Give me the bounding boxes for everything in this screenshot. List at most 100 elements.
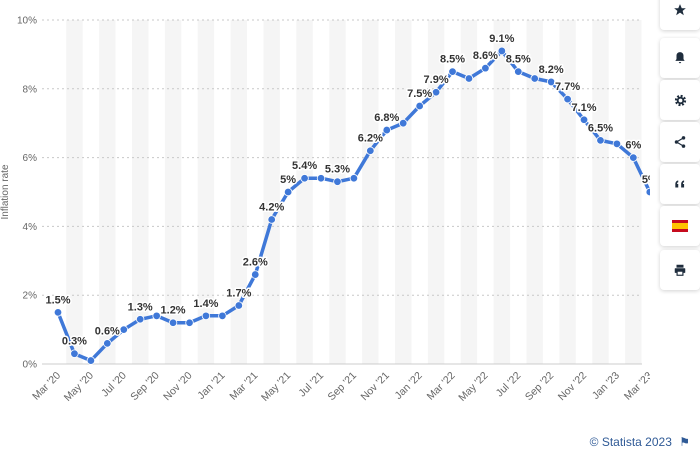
x-tick-label: May '20 xyxy=(62,370,96,404)
data-point xyxy=(366,146,375,155)
share-icon[interactable] xyxy=(660,122,700,162)
data-label: 7.9% xyxy=(424,74,449,86)
column-band xyxy=(362,20,379,364)
data-point xyxy=(201,311,211,321)
data-label-halo: 5% xyxy=(280,174,296,186)
data-label: 5% xyxy=(280,174,296,186)
data-label-halo: 4.2% xyxy=(259,202,284,214)
data-label: 8.6% xyxy=(473,50,498,62)
data-label-halo: 1.5% xyxy=(45,294,70,306)
data-point xyxy=(629,153,638,162)
data-point xyxy=(514,67,523,76)
data-label: 7.1% xyxy=(571,102,596,114)
data-point xyxy=(86,356,96,365)
inflation-line-chart: 0% 2% 4% 6% 8% 10% Inflation rate Mar '20 May '2… xyxy=(0,16,650,404)
data-point xyxy=(53,308,63,317)
data-label: 1.7% xyxy=(226,288,251,300)
x-tick-label: Jul '21 xyxy=(296,370,326,400)
data-label: 4.2% xyxy=(259,202,284,214)
data-point xyxy=(300,174,309,183)
data-point xyxy=(596,136,605,145)
x-tick-label: Jan '21 xyxy=(195,370,227,402)
data-point xyxy=(612,139,622,149)
y-tick-label: 6% xyxy=(23,153,38,164)
data-label-halo: 7.1% xyxy=(571,102,596,114)
column-band xyxy=(625,20,642,364)
favorite-star-icon[interactable] xyxy=(660,0,700,30)
column-band xyxy=(526,20,543,364)
data-point xyxy=(283,187,293,197)
column-band xyxy=(296,20,313,364)
data-label: 9.1% xyxy=(489,33,514,45)
data-point xyxy=(530,74,539,83)
x-tick-label: Jul '20 xyxy=(99,370,129,400)
data-label: 6.2% xyxy=(358,133,383,145)
data-label: 1.3% xyxy=(128,301,153,313)
x-tick-label: Mar '23 xyxy=(622,370,650,403)
citation-quote-icon[interactable] xyxy=(660,164,700,204)
x-tick-label: Mar '22 xyxy=(425,370,458,403)
column-band xyxy=(493,20,511,364)
y-tick-label: 10% xyxy=(17,16,37,27)
x-tick-label: Jan '23 xyxy=(590,370,622,402)
x-tick-label: Nov '21 xyxy=(358,370,392,404)
data-point xyxy=(399,118,408,128)
x-tick-label: Nov '22 xyxy=(556,370,590,404)
data-point xyxy=(251,270,260,279)
y-tick-label: 4% xyxy=(23,222,38,233)
data-point xyxy=(185,318,194,327)
y-tick-label: 0% xyxy=(23,360,38,371)
notification-bell-icon[interactable] xyxy=(660,38,700,78)
x-tick-label: Sep '22 xyxy=(523,370,557,404)
data-point xyxy=(464,74,474,83)
x-tick-label: May '21 xyxy=(259,370,293,404)
data-label: 2.6% xyxy=(243,257,268,269)
data-point xyxy=(579,115,589,124)
data-point xyxy=(645,187,650,197)
x-tick-label: Sep '21 xyxy=(326,370,360,404)
data-point xyxy=(563,94,572,104)
flag-icon[interactable]: ⚑ xyxy=(679,435,690,449)
data-point xyxy=(497,46,507,56)
data-point xyxy=(431,88,441,97)
statista-credit-link[interactable]: © Statista 2023 xyxy=(589,435,672,449)
data-label: 8.5% xyxy=(440,54,465,66)
column-band xyxy=(460,20,478,364)
data-label: 7.5% xyxy=(407,88,432,100)
column-band xyxy=(427,20,445,364)
data-label-halo: 6.5% xyxy=(588,122,613,134)
data-point xyxy=(218,311,227,321)
data-point xyxy=(119,325,128,334)
data-point xyxy=(168,318,178,327)
data-point xyxy=(103,339,112,348)
column-band xyxy=(230,20,248,364)
data-point xyxy=(349,174,359,183)
source-credit[interactable]: © Statista 2023 ⚑ xyxy=(590,435,690,449)
y-tick-label: 8% xyxy=(23,84,38,95)
settings-gear-icon[interactable] xyxy=(660,80,700,120)
data-label-halo: 7.5% xyxy=(407,88,432,100)
data-label: 5.3% xyxy=(325,164,350,176)
data-point xyxy=(316,174,326,183)
print-icon[interactable] xyxy=(660,250,700,290)
data-point xyxy=(70,349,79,358)
data-label-halo: 6% xyxy=(625,140,641,152)
column-band xyxy=(99,20,116,364)
data-point xyxy=(415,101,424,111)
data-label: 8.5% xyxy=(506,54,531,66)
column-band xyxy=(164,20,182,364)
data-point xyxy=(152,311,161,321)
x-tick-label: Jan '22 xyxy=(393,370,425,402)
data-label: 7.7% xyxy=(555,81,580,93)
data-label-halo: 8.5% xyxy=(506,54,531,66)
data-point xyxy=(481,63,490,73)
x-tick-label: Mar '21 xyxy=(227,370,260,403)
language-flag-spain-icon[interactable] xyxy=(660,206,700,246)
column-band xyxy=(263,20,280,364)
data-label-halo: 0.6% xyxy=(95,325,120,337)
data-label-halo: 6.8% xyxy=(374,112,399,124)
data-point xyxy=(333,177,342,186)
y-tick-label: 2% xyxy=(23,291,38,302)
column-band xyxy=(394,20,412,364)
